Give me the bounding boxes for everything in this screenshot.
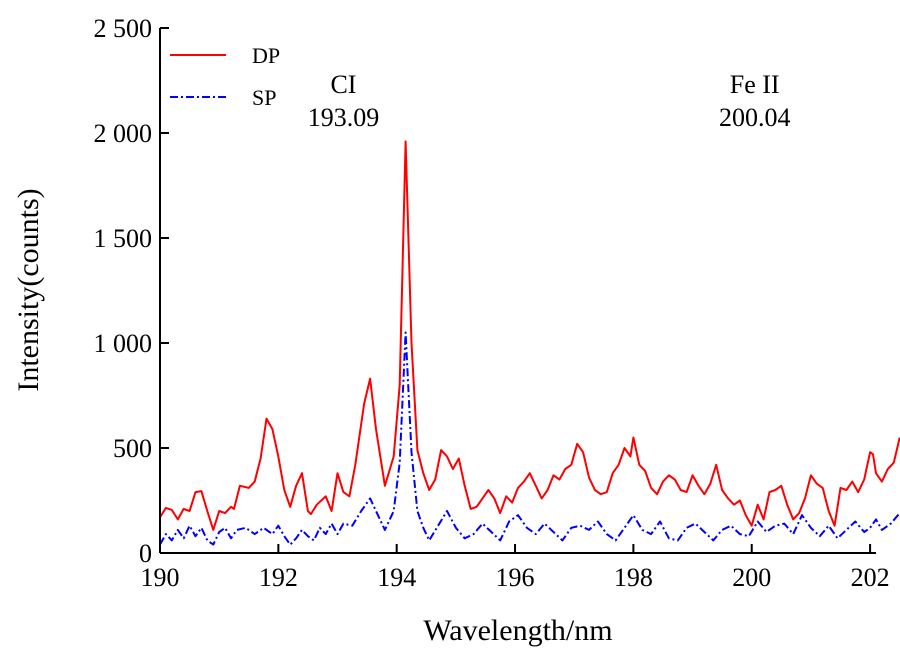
y-tick-label: 1 500 (94, 224, 153, 253)
legend-label-dp: DP (252, 43, 280, 68)
x-axis-title: Wavelength/nm (423, 614, 612, 647)
peak-annotation-line: CI (330, 70, 356, 99)
x-tick-label: 194 (377, 563, 416, 592)
series-line-dp (159, 140, 900, 531)
y-tick-label: 0 (139, 539, 152, 568)
y-tick-label: 2 000 (94, 119, 153, 148)
annotations: CI 193.09 Fe II 200.04 (308, 70, 791, 132)
y-tick-label: 500 (113, 434, 152, 463)
x-tick-label: 202 (851, 563, 890, 592)
y-axis-title: Intensity(counts) (12, 188, 45, 391)
peak-annotation-line: Fe II (730, 70, 780, 99)
series-line-sp (159, 331, 900, 546)
y-tick-label: 2 500 (94, 14, 153, 43)
axes: 0 500 1 000 1 500 2 000 2 500 190 192 194 196 198 2… (94, 14, 890, 592)
x-tick-label: 196 (496, 563, 535, 592)
plot-area (159, 140, 900, 546)
peak-annotation-line: 200.04 (719, 103, 791, 132)
x-tick-label: 190 (141, 563, 180, 592)
peak-annotation-line: 193.09 (308, 103, 380, 132)
y-tick-label: 1 000 (94, 329, 153, 358)
legend-label-sp: SP (252, 85, 276, 110)
x-tick-label: 200 (732, 563, 771, 592)
legend: DP SP (170, 43, 280, 110)
x-tick-label: 192 (259, 563, 298, 592)
x-tick-label: 198 (614, 563, 653, 592)
